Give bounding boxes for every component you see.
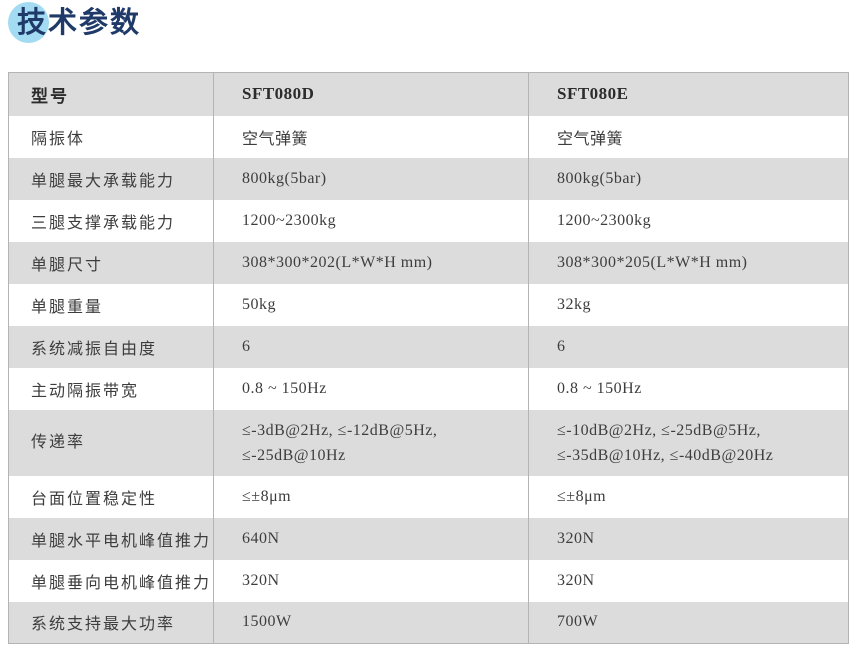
sft080e-value-cell: 空气弹簧 — [528, 115, 849, 158]
table-row: 主动隔振带宽 0.8 ~ 150Hz 0.8 ~ 150Hz — [8, 367, 849, 410]
sft080e-value-cell: 320N — [528, 559, 849, 602]
param-label-cell: 主动隔振带宽 — [31, 382, 140, 400]
title-accent-circle — [8, 2, 49, 43]
table-row: 单腿水平电机峰值推力 640N 320N — [8, 517, 849, 560]
header-model: 型号 — [31, 86, 69, 106]
sft080d-value-cell: 1200~2300kg — [213, 199, 529, 242]
sft080d-value-cell: 空气弹簧 — [213, 115, 529, 158]
param-label-cell: 系统支持最大功率 — [31, 616, 176, 634]
param-label-cell: 系统减振自由度 — [31, 340, 158, 358]
sft080d-value-cell: ≤±8μm — [213, 475, 529, 518]
table-row: 单腿最大承载能力 800kg(5bar) 800kg(5bar) — [8, 157, 849, 200]
sft080d-value-cell: 308*300*202(L*W*H mm) — [213, 241, 529, 284]
sft080d-value-cell: 50kg — [213, 283, 529, 326]
sft080e-value-cell: 700W — [528, 601, 849, 644]
sft080d-value-cell: 640N — [213, 517, 529, 560]
sft080e-value-cell: 32kg — [528, 283, 849, 326]
header-sft080d: SFT080D — [213, 72, 529, 116]
sft080d-value-cell: ≤-3dB@2Hz, ≤-12dB@5Hz, ≤-25dB@10Hz — [213, 409, 529, 476]
sft080d-value-cell: 320N — [213, 559, 529, 602]
sft080d-value-cell: 1500W — [213, 601, 529, 644]
sft080e-value-cell: 800kg(5bar) — [528, 157, 849, 200]
table-row: 台面位置稳定性 ≤±8μm ≤±8μm — [8, 475, 849, 518]
param-label-cell: 隔振体 — [31, 130, 86, 148]
sft080d-value-cell: 0.8 ~ 150Hz — [213, 367, 529, 410]
page-title: 技术参数 — [17, 7, 142, 39]
param-label-cell: 传递率 — [31, 434, 86, 451]
table-row: 三腿支撑承载能力 1200~2300kg 1200~2300kg — [8, 199, 849, 242]
sft080d-value-cell: 6 — [213, 325, 529, 368]
table-row: 隔振体 空气弹簧 空气弹簧 — [8, 115, 849, 158]
title-area: 技术参数 — [0, 0, 856, 60]
header-sft080e: SFT080E — [528, 72, 849, 116]
param-label-cell: 单腿水平电机峰值推力 — [31, 532, 212, 550]
table-row: 单腿尺寸 308*300*202(L*W*H mm) 308*300*205(L… — [8, 241, 849, 284]
table-row: 系统支持最大功率 1500W 700W — [8, 601, 849, 644]
table-row: 系统减振自由度 6 6 — [8, 325, 849, 368]
param-label-cell: 单腿最大承载能力 — [31, 172, 176, 190]
spec-table: 型号 SFT080D SFT080E 隔振体 空气弹簧 空气弹簧 单腿最大承载能… — [8, 72, 849, 644]
sft080e-value-cell: 0.8 ~ 150Hz — [528, 367, 849, 410]
sft080e-value-cell: ≤-10dB@2Hz, ≤-25dB@5Hz, ≤-35dB@10Hz, ≤-4… — [528, 409, 849, 476]
table-row: 传递率 ≤-3dB@2Hz, ≤-12dB@5Hz, ≤-25dB@10Hz ≤… — [8, 409, 849, 476]
sft080e-value-cell: 320N — [528, 517, 849, 560]
sft080e-value-cell: 308*300*205(L*W*H mm) — [528, 241, 849, 284]
table-row: 单腿重量 50kg 32kg — [8, 283, 849, 326]
table-row: 单腿垂向电机峰值推力 320N 320N — [8, 559, 849, 602]
sft080d-value-cell: 800kg(5bar) — [213, 157, 529, 200]
param-label-cell: 单腿重量 — [31, 298, 104, 316]
sft080e-value-cell: 6 — [528, 325, 849, 368]
spec-table-wrap: 型号 SFT080D SFT080E 隔振体 空气弹簧 空气弹簧 单腿最大承载能… — [8, 72, 849, 644]
param-label-cell: 单腿垂向电机峰值推力 — [31, 574, 212, 592]
sft080e-value-cell: 1200~2300kg — [528, 199, 849, 242]
param-label-cell: 台面位置稳定性 — [31, 490, 158, 508]
param-label-cell: 三腿支撑承载能力 — [31, 214, 176, 232]
table-header-row: 型号 SFT080D SFT080E — [8, 72, 849, 116]
sft080e-value-cell: ≤±8μm — [528, 475, 849, 518]
param-label-cell: 单腿尺寸 — [31, 256, 104, 274]
